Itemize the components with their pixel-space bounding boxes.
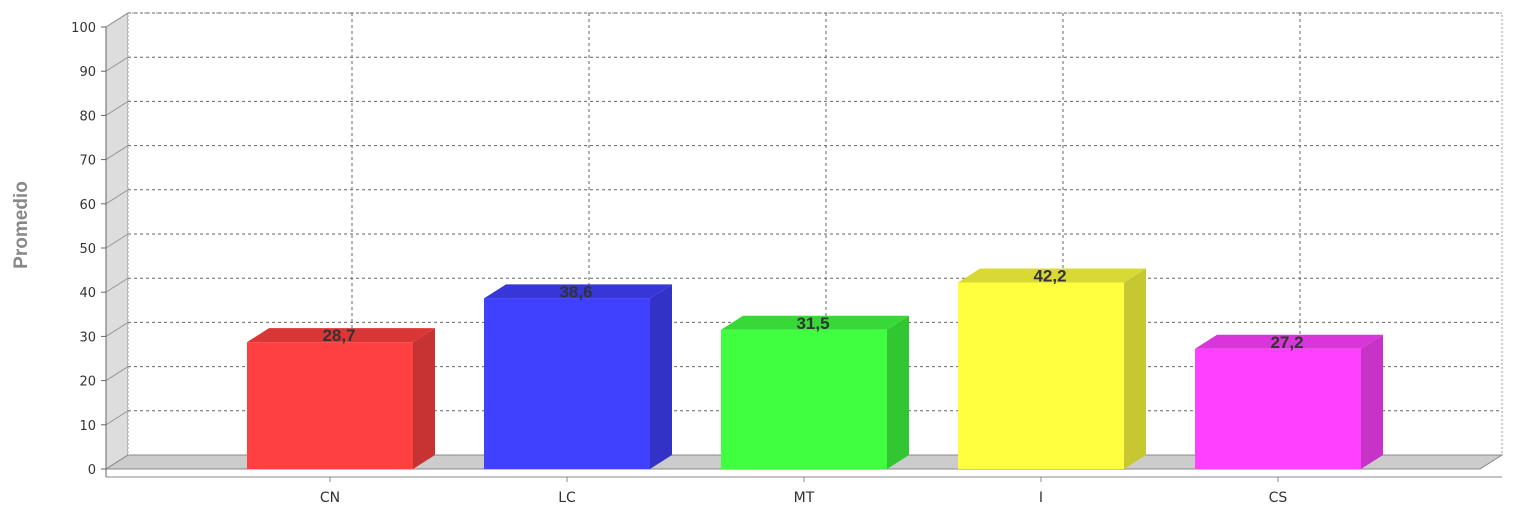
bar xyxy=(721,315,909,469)
axes xyxy=(101,26,1502,482)
x-tick-label: LC xyxy=(558,490,576,506)
y-wall-gridline xyxy=(105,233,129,249)
data-label: 42,2 xyxy=(1033,266,1066,285)
bar-side xyxy=(887,315,909,469)
y-tick-label: 0 xyxy=(88,463,96,478)
y-wall-gridline xyxy=(105,12,129,28)
y-tick-label: 60 xyxy=(79,198,96,213)
y-wall-gridline xyxy=(105,277,129,293)
data-label: 27,2 xyxy=(1270,333,1303,352)
bar xyxy=(1195,334,1383,469)
y-tick-label: 30 xyxy=(79,330,96,345)
data-label: 28,7 xyxy=(322,326,355,345)
y-tick-label: 10 xyxy=(79,419,96,434)
bar-top xyxy=(721,315,909,330)
y-axis-title: Promedio xyxy=(11,181,32,269)
y-wall-gridline xyxy=(105,56,129,72)
bar-side xyxy=(413,328,435,469)
bar-front xyxy=(247,342,413,469)
y-wall-gridline xyxy=(105,366,129,382)
bar-side xyxy=(650,284,672,469)
labels: 0 10 20 30 40 50 60 70 80 90 100 CN 28,7 LC 38,6 MT 31,5… xyxy=(71,21,1303,506)
y-tick-label: 100 xyxy=(71,21,96,36)
bar-front xyxy=(1195,348,1361,469)
bar xyxy=(484,284,672,469)
x-tick-label: I xyxy=(1039,490,1043,506)
bar-top xyxy=(1195,334,1383,349)
y-tick-label: 20 xyxy=(79,375,96,390)
bar-front xyxy=(721,329,887,469)
bar-top xyxy=(247,328,435,343)
x-tick-label: CS xyxy=(1269,490,1288,506)
bar xyxy=(958,268,1146,469)
y-wall-gridline xyxy=(105,100,129,116)
x-tick-label: CN xyxy=(320,490,340,506)
y-wall-gridline xyxy=(105,410,129,426)
bar xyxy=(247,328,435,469)
y-tick-label: 70 xyxy=(79,154,96,169)
y-tick-label: 40 xyxy=(79,286,96,301)
bars xyxy=(247,268,1383,469)
bar-top xyxy=(484,284,672,299)
y-tick-label: 80 xyxy=(79,109,96,124)
bar-top xyxy=(958,268,1146,283)
bar-side xyxy=(1124,268,1146,469)
y-wall-gridline xyxy=(105,145,129,161)
bar-side xyxy=(1361,334,1383,469)
x-tick-label: MT xyxy=(794,490,815,506)
y-wall-gridline xyxy=(105,321,129,337)
y-wall-gridline xyxy=(105,189,129,205)
bar-front xyxy=(958,282,1124,469)
data-label: 31,5 xyxy=(796,314,829,333)
bar-front xyxy=(484,298,650,469)
y-tick-label: 90 xyxy=(79,65,96,80)
y-tick-label: 50 xyxy=(79,242,96,257)
data-label: 38,6 xyxy=(559,282,592,301)
